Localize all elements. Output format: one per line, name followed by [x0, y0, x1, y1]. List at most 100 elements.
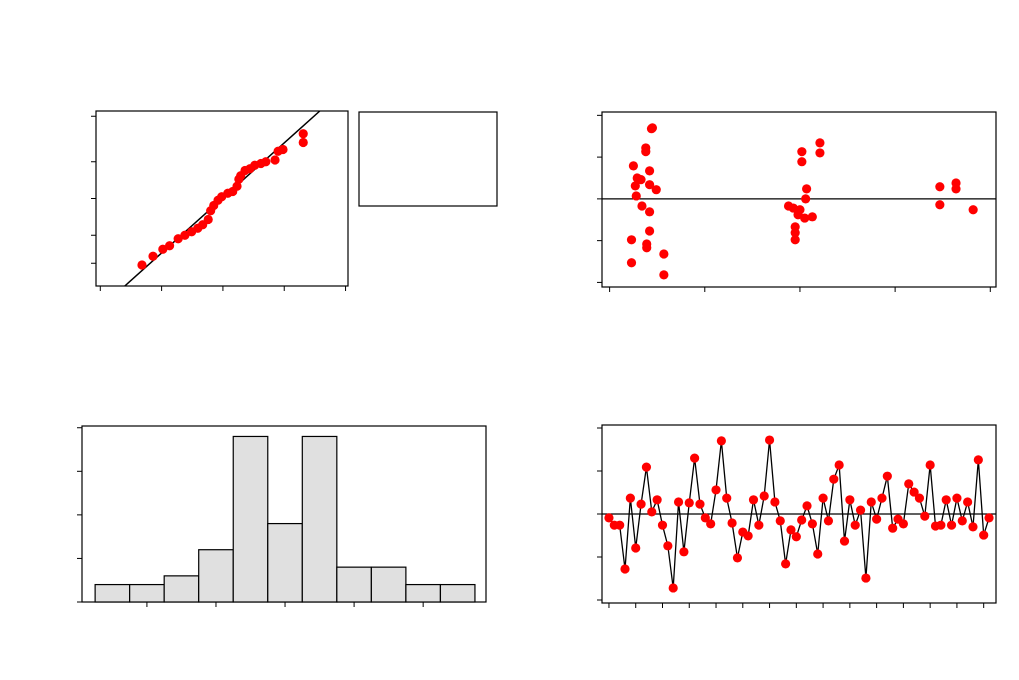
point — [946, 520, 957, 530]
point — [797, 515, 807, 525]
point — [791, 532, 801, 542]
point — [727, 518, 737, 528]
point — [164, 241, 175, 251]
point — [631, 543, 641, 553]
point — [628, 161, 639, 171]
histogram-bar — [301, 435, 338, 603]
point — [732, 553, 743, 563]
point — [636, 175, 646, 185]
point — [802, 184, 812, 194]
point — [818, 493, 828, 503]
point — [261, 157, 271, 167]
point — [722, 493, 732, 503]
point — [790, 235, 800, 245]
point — [781, 559, 791, 569]
point — [748, 495, 759, 505]
point — [815, 138, 825, 148]
point — [834, 460, 844, 470]
histogram-bar — [94, 583, 131, 603]
point — [936, 520, 946, 530]
point — [925, 460, 935, 470]
histogram-bar — [163, 575, 200, 603]
point — [904, 479, 914, 489]
point — [641, 147, 651, 157]
point — [877, 493, 887, 503]
point — [298, 137, 308, 148]
point — [684, 498, 694, 508]
point — [743, 531, 753, 541]
point — [659, 249, 669, 259]
point — [158, 244, 168, 254]
point — [770, 497, 780, 507]
point — [797, 147, 807, 157]
point — [173, 234, 183, 244]
point — [984, 513, 994, 523]
point — [855, 505, 866, 515]
point — [829, 474, 839, 484]
point — [786, 525, 796, 535]
point — [813, 549, 823, 559]
point — [979, 530, 989, 540]
point — [626, 235, 637, 245]
point — [644, 226, 655, 236]
point — [951, 184, 961, 194]
point — [716, 436, 726, 446]
point — [823, 516, 834, 526]
point — [673, 497, 684, 507]
point — [920, 511, 930, 521]
point — [941, 495, 951, 505]
point — [278, 144, 288, 155]
point — [148, 251, 158, 261]
point — [663, 541, 673, 551]
point — [137, 260, 147, 270]
point — [659, 270, 669, 280]
point — [706, 519, 716, 529]
point — [861, 573, 871, 583]
point — [759, 491, 769, 501]
histogram-bar — [129, 583, 165, 603]
point — [620, 564, 630, 574]
point — [807, 519, 817, 529]
point — [973, 455, 983, 465]
point — [711, 485, 721, 495]
histogram-bar — [198, 549, 234, 603]
point — [679, 547, 689, 557]
point — [180, 230, 190, 240]
point — [644, 166, 655, 176]
point — [642, 243, 652, 253]
point — [641, 462, 652, 472]
point — [790, 228, 800, 238]
point — [690, 453, 700, 463]
point — [232, 181, 242, 191]
point — [626, 258, 637, 268]
point — [630, 181, 640, 191]
point — [625, 493, 635, 503]
point — [914, 493, 925, 503]
point — [866, 497, 876, 507]
point — [935, 200, 945, 210]
point — [657, 520, 668, 530]
point — [815, 148, 825, 158]
point — [604, 513, 614, 523]
point — [968, 522, 978, 532]
point — [957, 516, 967, 526]
point — [637, 201, 647, 211]
histogram-bar — [336, 566, 372, 603]
point — [646, 124, 657, 134]
point — [802, 501, 812, 511]
point — [668, 583, 678, 593]
legend-box — [358, 111, 498, 207]
histogram-bar — [439, 583, 476, 603]
point — [797, 157, 807, 167]
point — [963, 497, 973, 507]
histogram-bar — [370, 566, 407, 603]
point — [615, 520, 625, 530]
point — [700, 513, 710, 523]
point — [203, 214, 213, 225]
series-line — [608, 439, 990, 589]
point — [801, 194, 811, 204]
point — [898, 519, 908, 529]
point — [636, 499, 646, 509]
